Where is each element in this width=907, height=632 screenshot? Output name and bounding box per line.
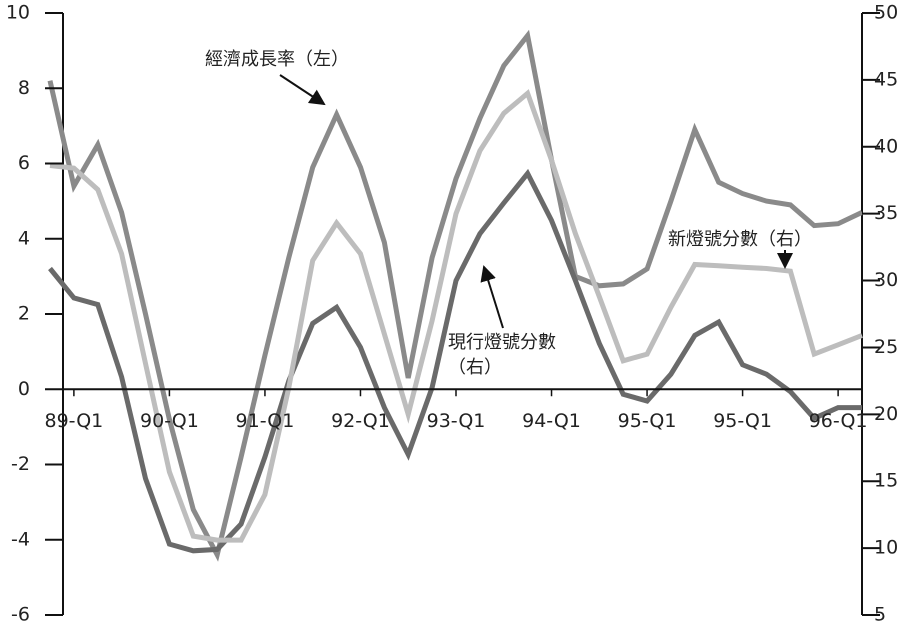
y2-tick-label: 10 (874, 537, 898, 559)
x-tick-label: 90-Q1 (140, 410, 199, 432)
y2-tick-label: 35 (874, 202, 898, 224)
x-tick-label: 91-Q1 (236, 410, 295, 432)
y-tick-label: 6 (18, 152, 30, 174)
x-tick-label: 95-Q1 (713, 410, 772, 432)
series-line (49, 89, 863, 543)
y-tick-label: 0 (18, 378, 30, 400)
y-tick-label: 4 (18, 227, 30, 249)
x-tick-label: 94-Q1 (522, 410, 581, 432)
x-tick-label: 92-Q1 (331, 410, 390, 432)
y2-tick-label: 5 (874, 604, 886, 626)
annotation: 經濟成長率（左） (205, 49, 349, 70)
y-tick-label: 10 (6, 2, 30, 24)
x-tick-label: 93-Q1 (427, 410, 486, 432)
y2-tick-label: 20 (874, 403, 898, 425)
arrow (480, 265, 504, 329)
series-line (48, 168, 862, 554)
annotation: （右） (448, 357, 502, 378)
series-line (47, 29, 864, 562)
y2-tick-label: 30 (874, 269, 898, 291)
y2-tick-label: 50 (874, 2, 898, 24)
y-tick-label: -4 (11, 528, 30, 550)
annotation: 新燈號分數（右） (668, 229, 812, 250)
x-tick-label: 95-Q1 (618, 410, 677, 432)
y2-tick-label: 15 (874, 470, 898, 492)
y2-tick-label: 40 (874, 135, 898, 157)
annotation: 現行燈號分數 (448, 332, 556, 353)
y-tick-label: 2 (18, 303, 30, 325)
y2-tick-label: 25 (874, 336, 898, 358)
x-tick-label: 89-Q1 (44, 410, 103, 432)
y2-tick-label: 45 (874, 68, 898, 90)
y-tick-label: -2 (11, 453, 30, 475)
arrow (279, 74, 326, 106)
x-tick-label: 96-Q1 (809, 410, 868, 432)
y-tick-label: -6 (11, 604, 30, 626)
y-tick-label: 8 (18, 77, 30, 99)
